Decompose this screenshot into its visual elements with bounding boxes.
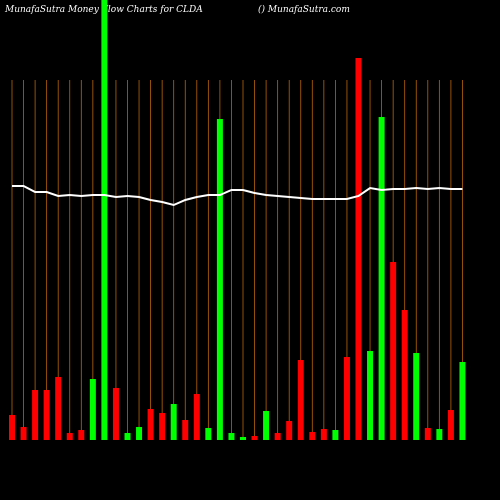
bar <box>309 432 316 440</box>
bar <box>343 357 350 440</box>
bar <box>170 404 177 440</box>
bar <box>66 433 73 440</box>
bar <box>436 429 443 440</box>
bar <box>216 119 223 440</box>
bar <box>286 421 293 440</box>
bar <box>9 415 15 440</box>
bar <box>263 411 270 440</box>
bar <box>101 0 108 440</box>
flow-line <box>12 185 463 207</box>
bar <box>459 362 466 440</box>
bar <box>89 379 96 440</box>
bar <box>159 413 166 440</box>
bar <box>332 430 339 440</box>
chart-subtitle: () MunafaSutra.com <box>258 4 350 15</box>
bar <box>32 390 39 440</box>
bar <box>413 353 420 440</box>
bar <box>355 58 362 440</box>
bar <box>193 394 200 440</box>
bar <box>205 428 212 440</box>
bar <box>112 388 119 440</box>
bar <box>20 427 27 440</box>
bar <box>297 360 304 440</box>
bar <box>424 428 431 440</box>
bar <box>401 310 408 440</box>
bar <box>390 262 397 440</box>
bar <box>320 429 327 440</box>
bar <box>228 433 235 440</box>
bar <box>367 351 374 440</box>
bar <box>78 430 85 440</box>
bar <box>124 433 131 440</box>
bar <box>182 420 189 440</box>
bar <box>136 427 143 440</box>
bar <box>447 410 454 440</box>
bar <box>240 437 246 440</box>
bar <box>251 436 258 440</box>
bar <box>147 409 154 440</box>
bar <box>274 433 281 440</box>
bar <box>378 117 385 440</box>
bar <box>55 377 62 440</box>
bar <box>43 390 50 440</box>
